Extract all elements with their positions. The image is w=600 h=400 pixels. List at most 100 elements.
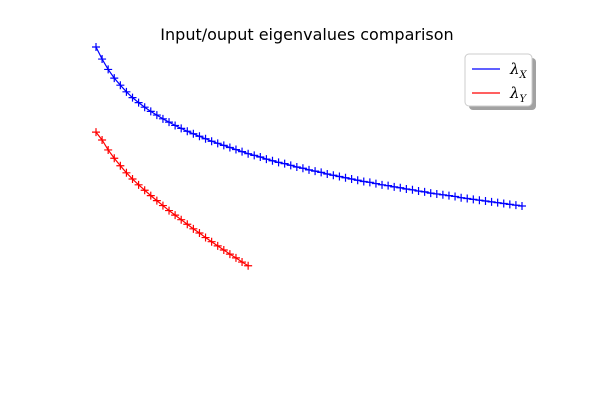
data-point-marker	[323, 170, 332, 179]
data-point-marker	[371, 179, 380, 188]
data-point-marker	[104, 65, 113, 74]
data-point-marker	[231, 145, 240, 154]
data-point-marker	[250, 151, 259, 160]
data-point-marker	[110, 74, 119, 83]
data-point-marker	[152, 196, 161, 205]
data-point-marker	[152, 111, 161, 120]
data-point-marker	[146, 107, 155, 116]
data-point-marker	[305, 165, 313, 174]
data-point-marker	[438, 190, 447, 199]
data-point-marker	[225, 250, 234, 259]
data-point-marker	[219, 141, 228, 150]
data-point-marker	[201, 134, 210, 143]
data-point-marker	[451, 192, 460, 201]
data-point-marker	[457, 193, 466, 202]
data-point-marker	[183, 220, 192, 229]
data-point-marker	[511, 201, 520, 210]
data-point-marker	[420, 187, 429, 196]
data-point-marker	[432, 189, 441, 198]
data-point-marker	[92, 43, 100, 51]
data-point-marker	[98, 135, 107, 144]
data-point-marker	[256, 153, 265, 162]
data-point-marker	[171, 211, 180, 220]
data-point-marker	[183, 127, 192, 136]
data-point-marker	[177, 124, 186, 133]
data-point-marker	[140, 103, 149, 112]
data-point-marker	[165, 206, 174, 215]
data-point-marker	[146, 191, 155, 200]
data-point-marker	[317, 168, 326, 177]
data-point-marker	[292, 162, 301, 171]
legend-label-lambda-x: λX	[509, 60, 528, 81]
data-point-marker	[195, 228, 204, 237]
data-point-marker	[262, 155, 271, 164]
data-point-marker	[493, 198, 502, 207]
data-point-marker	[244, 149, 253, 158]
data-point-marker	[274, 158, 283, 167]
data-point-marker	[268, 156, 277, 165]
series-line	[95, 46, 523, 207]
data-point-marker	[104, 145, 113, 154]
data-point-marker	[195, 132, 204, 141]
data-point-marker	[384, 181, 393, 190]
data-point-marker	[365, 178, 374, 187]
data-point-marker	[128, 93, 137, 102]
data-point-marker	[116, 81, 125, 90]
data-point-marker	[140, 186, 149, 195]
data-point-marker	[487, 197, 496, 206]
data-point-marker	[414, 187, 423, 196]
data-point-marker	[189, 129, 198, 138]
legend: λX λY	[464, 53, 536, 110]
series-lambda-y	[92, 128, 253, 270]
data-point-marker	[213, 139, 222, 148]
data-point-marker	[207, 237, 216, 246]
data-point-marker	[402, 184, 411, 193]
series-line	[95, 131, 249, 267]
plot-area	[92, 43, 526, 270]
data-point-marker	[219, 246, 228, 255]
data-point-marker	[231, 253, 240, 262]
data-point-marker	[378, 180, 387, 189]
data-point-marker	[359, 177, 368, 186]
data-point-marker	[353, 176, 362, 185]
data-point-marker	[158, 201, 167, 210]
data-point-marker	[390, 182, 399, 191]
data-point-marker	[311, 167, 320, 176]
data-point-marker	[238, 258, 247, 267]
data-point-marker	[177, 215, 186, 224]
data-point-marker	[481, 197, 490, 206]
data-point-marker	[286, 161, 295, 170]
data-point-marker	[165, 118, 174, 127]
data-point-marker	[207, 137, 216, 146]
data-point-marker	[463, 194, 472, 203]
data-point-marker	[244, 261, 253, 270]
data-point-marker	[499, 199, 508, 208]
data-point-marker	[134, 98, 143, 107]
data-point-marker	[213, 241, 222, 250]
data-point-marker	[225, 143, 234, 152]
data-point-marker	[280, 159, 289, 168]
data-point-marker	[122, 87, 131, 96]
legend-label-lambda-y: λY	[509, 84, 528, 105]
data-point-marker	[505, 200, 514, 209]
data-point-marker	[408, 185, 417, 194]
data-point-marker	[122, 168, 131, 177]
data-point-marker	[92, 128, 100, 137]
data-point-marker	[98, 55, 107, 64]
chart-title: Input/ouput eigenvalues comparison	[160, 25, 453, 44]
data-point-marker	[335, 172, 344, 181]
series-lambda-x	[92, 43, 526, 210]
data-point-marker	[518, 202, 526, 210]
data-point-marker	[171, 121, 180, 130]
data-point-marker	[341, 173, 350, 182]
data-point-marker	[475, 196, 484, 205]
data-point-marker	[128, 175, 137, 184]
data-point-marker	[444, 191, 453, 200]
data-point-marker	[298, 164, 307, 173]
data-point-marker	[134, 180, 143, 189]
data-point-marker	[110, 154, 119, 163]
data-point-marker	[469, 195, 478, 204]
data-point-marker	[329, 171, 338, 180]
data-point-marker	[116, 161, 125, 170]
